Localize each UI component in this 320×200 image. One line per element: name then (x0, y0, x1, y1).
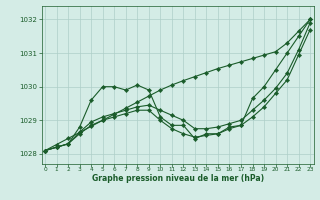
X-axis label: Graphe pression niveau de la mer (hPa): Graphe pression niveau de la mer (hPa) (92, 174, 264, 183)
